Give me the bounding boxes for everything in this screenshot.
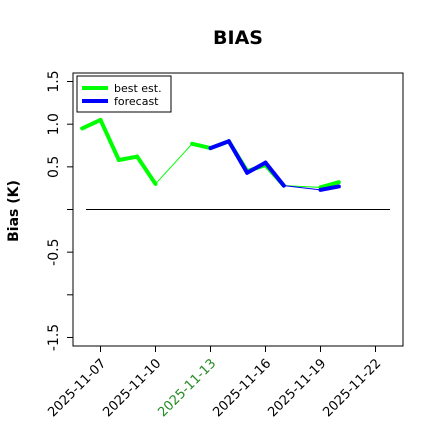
series-best-est--segment xyxy=(190,141,213,151)
series-best-est--segment xyxy=(318,180,341,190)
series-best-est--segment xyxy=(80,117,103,131)
series-layer xyxy=(80,117,341,192)
x-tick-label: 2025-11-13 xyxy=(155,356,219,420)
y-axis: -1.5 -0.5 0.5 1.0 1.5 xyxy=(46,70,73,351)
x-tick-label: 2025-11-16 xyxy=(210,356,274,420)
legend-label-forecast: forecast xyxy=(114,95,159,108)
y-tick-label: -1.5 xyxy=(46,324,62,351)
series-best-est--segment xyxy=(135,154,158,186)
series-forecast-segment xyxy=(208,139,231,151)
series-best-est--segment xyxy=(98,117,121,163)
x-tick-label: 2025-11-22 xyxy=(320,356,384,420)
series-best-est--segment xyxy=(116,154,140,163)
series-forecast-segment xyxy=(263,160,286,188)
y-tick-label: 1.0 xyxy=(46,113,62,135)
y-axis-label: Bias (K) xyxy=(6,180,22,242)
y-tick-label: 0.5 xyxy=(46,156,62,178)
x-tick-label: 2025-11-19 xyxy=(265,356,329,420)
x-tick-label: 2025-11-10 xyxy=(100,356,164,420)
legend: best est. forecast xyxy=(76,75,172,113)
series-forecast-segment xyxy=(318,184,341,192)
chart-title: BIAS xyxy=(213,27,263,49)
y-tick-label: 1.5 xyxy=(46,70,62,92)
legend-label-best-est: best est. xyxy=(114,82,162,95)
legend-box xyxy=(76,75,172,113)
series-forecast-segment xyxy=(226,139,250,175)
y-tick-label: -0.5 xyxy=(46,238,62,265)
x-tick-label: 2025-11-07 xyxy=(45,356,109,420)
series-best-est--segment xyxy=(155,143,193,185)
x-axis: 2025-11-072025-11-102025-11-132025-11-16… xyxy=(45,346,384,420)
series-forecast-segment xyxy=(245,160,268,175)
series-forecast-segment xyxy=(283,185,321,191)
